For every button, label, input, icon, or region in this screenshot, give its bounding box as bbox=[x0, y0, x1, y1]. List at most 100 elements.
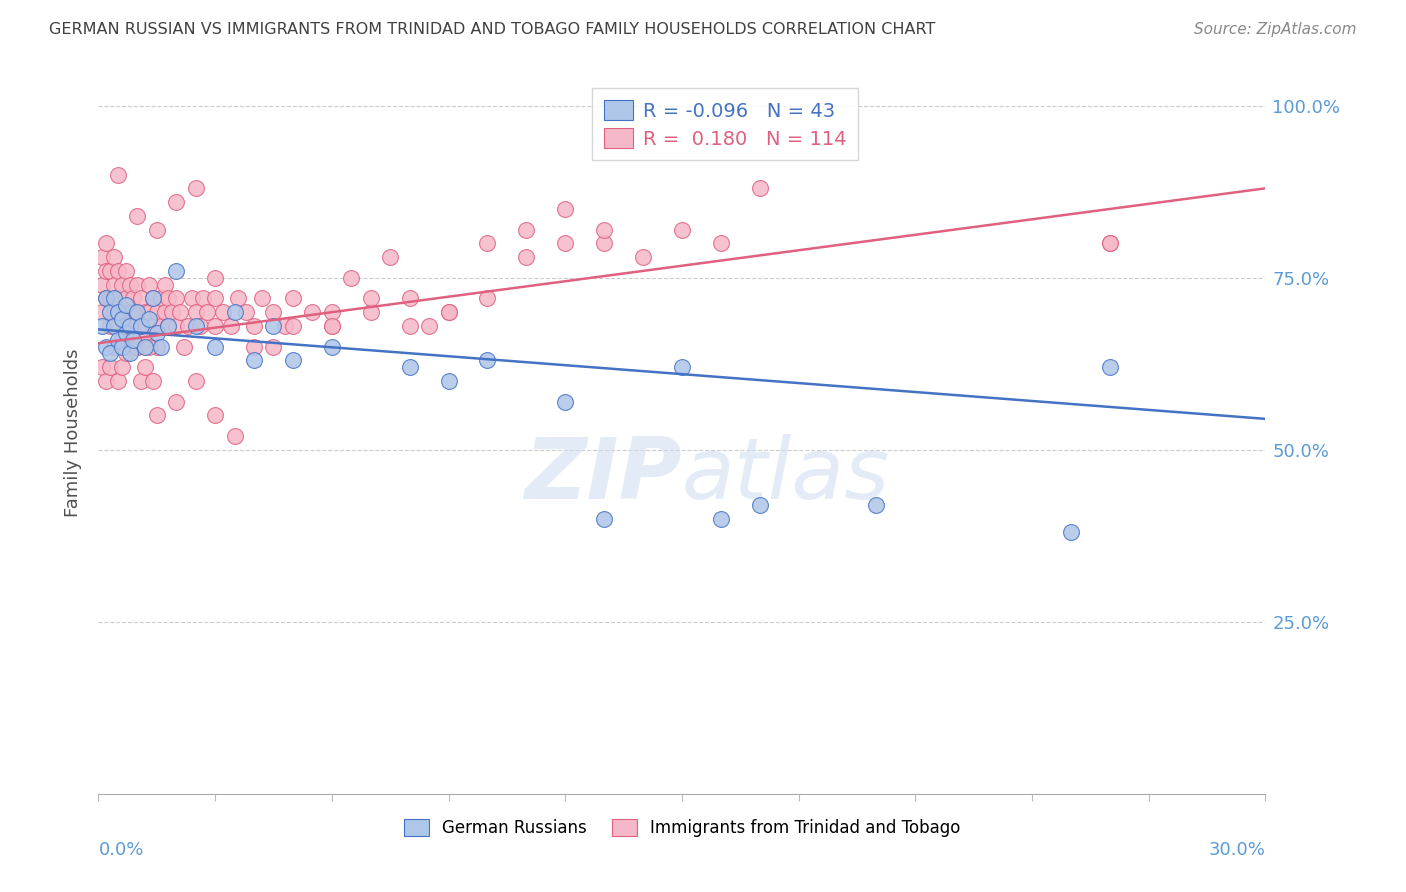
Point bbox=[114, 264, 136, 278]
Point bbox=[243, 340, 266, 354]
Point bbox=[114, 346, 136, 360]
Text: atlas: atlas bbox=[682, 434, 890, 517]
Point bbox=[281, 318, 304, 333]
Point bbox=[321, 340, 343, 354]
Point bbox=[127, 340, 149, 354]
Point bbox=[146, 409, 169, 423]
Point bbox=[212, 305, 235, 319]
Point bbox=[195, 305, 218, 319]
Point bbox=[118, 318, 141, 333]
Point bbox=[114, 326, 136, 340]
Point bbox=[138, 340, 160, 354]
Text: GERMAN RUSSIAN VS IMMIGRANTS FROM TRINIDAD AND TOBAGO FAMILY HOUSEHOLDS CORRELAT: GERMAN RUSSIAN VS IMMIGRANTS FROM TRINID… bbox=[49, 22, 935, 37]
Point bbox=[262, 340, 284, 354]
Point bbox=[162, 305, 184, 319]
Point bbox=[593, 511, 616, 525]
Point bbox=[96, 264, 118, 278]
Point bbox=[188, 318, 211, 333]
Point bbox=[103, 250, 125, 264]
Point bbox=[146, 340, 169, 354]
Point bbox=[169, 305, 191, 319]
Point bbox=[127, 277, 149, 292]
Point bbox=[91, 360, 114, 375]
Point bbox=[398, 360, 420, 375]
Point bbox=[107, 333, 129, 347]
Point bbox=[127, 305, 149, 319]
Point bbox=[111, 312, 134, 326]
Point bbox=[138, 305, 160, 319]
Point bbox=[398, 292, 420, 306]
Point bbox=[593, 222, 616, 236]
Point bbox=[91, 305, 114, 319]
Point bbox=[129, 318, 152, 333]
Point bbox=[224, 305, 246, 319]
Point bbox=[204, 409, 226, 423]
Point bbox=[111, 340, 134, 354]
Point bbox=[184, 318, 207, 333]
Point bbox=[554, 236, 576, 251]
Point bbox=[103, 292, 125, 306]
Point bbox=[380, 250, 402, 264]
Point bbox=[111, 305, 134, 319]
Point bbox=[1098, 236, 1121, 251]
Point bbox=[243, 318, 266, 333]
Point bbox=[96, 292, 118, 306]
Point bbox=[103, 318, 125, 333]
Point bbox=[98, 292, 121, 306]
Point bbox=[103, 305, 125, 319]
Point bbox=[118, 318, 141, 333]
Point bbox=[281, 292, 304, 306]
Point bbox=[157, 318, 180, 333]
Point bbox=[107, 168, 129, 182]
Point bbox=[107, 318, 129, 333]
Point bbox=[224, 429, 246, 443]
Point bbox=[165, 195, 187, 210]
Point bbox=[281, 353, 304, 368]
Point bbox=[671, 222, 693, 236]
Point bbox=[243, 353, 266, 368]
Point bbox=[142, 292, 165, 306]
Point bbox=[103, 340, 125, 354]
Point bbox=[235, 305, 257, 319]
Point bbox=[153, 277, 176, 292]
Point bbox=[865, 498, 887, 512]
Point bbox=[114, 318, 136, 333]
Point bbox=[142, 318, 165, 333]
Point bbox=[138, 312, 160, 326]
Point bbox=[193, 292, 215, 306]
Text: 0.0%: 0.0% bbox=[98, 841, 143, 859]
Point bbox=[134, 333, 156, 347]
Point bbox=[149, 340, 172, 354]
Point bbox=[127, 209, 149, 223]
Point bbox=[98, 305, 121, 319]
Point bbox=[437, 305, 460, 319]
Point bbox=[301, 305, 323, 319]
Point bbox=[360, 305, 382, 319]
Point bbox=[98, 346, 121, 360]
Point bbox=[118, 305, 141, 319]
Point bbox=[340, 270, 363, 285]
Point bbox=[96, 236, 118, 251]
Point bbox=[122, 292, 145, 306]
Point bbox=[122, 305, 145, 319]
Point bbox=[111, 333, 134, 347]
Point bbox=[418, 318, 440, 333]
Point bbox=[184, 305, 207, 319]
Point bbox=[157, 318, 180, 333]
Point bbox=[173, 340, 195, 354]
Text: 30.0%: 30.0% bbox=[1209, 841, 1265, 859]
Point bbox=[146, 222, 169, 236]
Point bbox=[134, 340, 156, 354]
Point bbox=[360, 292, 382, 306]
Point bbox=[114, 298, 136, 312]
Point bbox=[204, 340, 226, 354]
Point bbox=[149, 318, 172, 333]
Point bbox=[153, 305, 176, 319]
Point bbox=[138, 277, 160, 292]
Point bbox=[111, 277, 134, 292]
Point bbox=[593, 236, 616, 251]
Point bbox=[1098, 236, 1121, 251]
Point bbox=[107, 292, 129, 306]
Point bbox=[107, 305, 129, 319]
Point bbox=[710, 511, 733, 525]
